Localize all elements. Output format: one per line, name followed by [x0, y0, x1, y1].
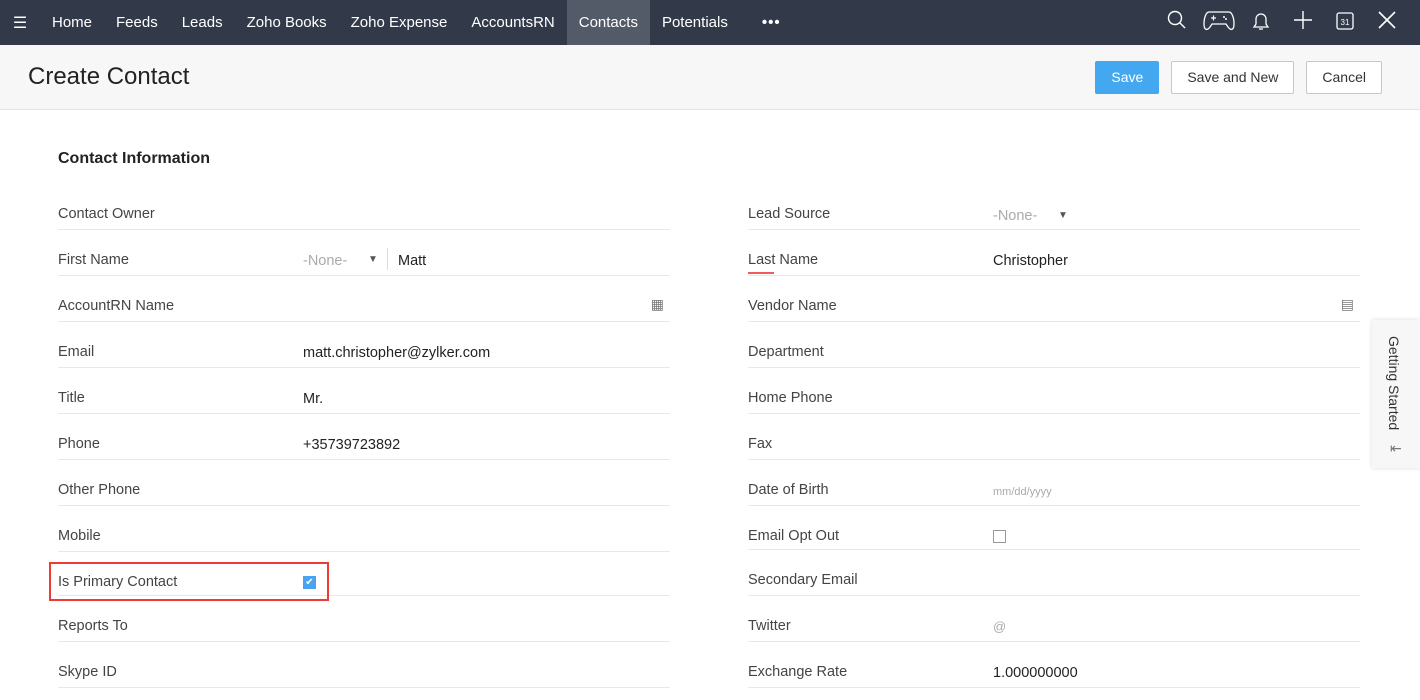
- nav-feeds[interactable]: Feeds: [116, 14, 158, 31]
- field-skype-id[interactable]: Skype ID: [58, 642, 670, 688]
- field-label: Mobile: [58, 528, 101, 544]
- first-name-input[interactable]: Matt: [398, 253, 427, 269]
- cancel-button[interactable]: Cancel: [1306, 60, 1382, 94]
- field-exchange-rate[interactable]: Exchange Rate 1.000000000: [748, 642, 1360, 688]
- field-lead-source[interactable]: Lead Source -None- ▼: [748, 184, 1360, 230]
- divider: [387, 248, 388, 270]
- field-date-of-birth[interactable]: Date of Birth mm/dd/yyyy: [748, 460, 1360, 506]
- nav-accountsrn[interactable]: AccountsRN: [471, 14, 555, 31]
- field-label: Other Phone: [58, 482, 141, 498]
- field-first-name[interactable]: First Name -None- ▼ Matt: [58, 230, 670, 276]
- save-and-new-button[interactable]: Save and New: [1171, 60, 1295, 94]
- field-label: Last Name: [748, 252, 819, 268]
- lead-source-select[interactable]: -None-: [993, 208, 1038, 224]
- svg-text:31: 31: [1341, 18, 1350, 27]
- nav-leads[interactable]: Leads: [181, 14, 223, 31]
- field-label: Fax: [748, 436, 773, 452]
- right-column: Lead Source -None- ▼ Last Name Christopher …: [748, 184, 1360, 688]
- nav-zoho-expense[interactable]: Zoho Expense: [350, 14, 448, 31]
- salutation-select[interactable]: -None-: [303, 253, 348, 269]
- page-title: Create Contact: [28, 63, 190, 90]
- field-twitter[interactable]: Twitter @: [748, 596, 1360, 642]
- field-vendor-name[interactable]: Vendor Name ▤: [748, 276, 1360, 322]
- getting-started-label: Getting Started: [1386, 336, 1402, 431]
- field-reports-to[interactable]: Reports To: [58, 596, 670, 642]
- twitter-input[interactable]: @: [993, 619, 1007, 634]
- field-fax[interactable]: Fax: [748, 414, 1360, 460]
- getting-started-panel[interactable]: Getting Started ⇤: [1372, 320, 1420, 468]
- field-label: Date of Birth: [748, 482, 829, 498]
- nav-zoho-books[interactable]: Zoho Books: [246, 14, 327, 31]
- highlight-box: [49, 562, 329, 601]
- field-label: Secondary Email: [748, 572, 858, 588]
- tools-icon[interactable]: [1366, 10, 1408, 36]
- building-lookup-icon[interactable]: ▦: [650, 296, 664, 312]
- field-phone[interactable]: Phone +35739723892: [58, 414, 670, 460]
- field-label: Twitter: [748, 618, 791, 634]
- field-contact-owner[interactable]: Contact Owner: [58, 184, 670, 230]
- exchange-rate-input[interactable]: 1.000000000: [993, 665, 1078, 681]
- field-accountrn-name[interactable]: AccountRN Name ▦: [58, 276, 670, 322]
- field-label: Contact Owner: [58, 206, 155, 222]
- field-mobile[interactable]: Mobile: [58, 506, 670, 552]
- last-name-input[interactable]: Christopher: [993, 253, 1068, 269]
- vendor-lookup-icon[interactable]: ▤: [1340, 296, 1354, 312]
- field-label: Department: [748, 344, 824, 360]
- field-department[interactable]: Department: [748, 322, 1360, 368]
- save-button[interactable]: Save: [1095, 60, 1160, 94]
- field-title[interactable]: Title Mr.: [58, 368, 670, 414]
- field-label: Reports To: [58, 618, 128, 634]
- field-other-phone[interactable]: Other Phone: [58, 460, 670, 506]
- field-email-opt-out[interactable]: Email Opt Out: [748, 506, 1360, 550]
- nav-potentials[interactable]: Potentials: [661, 14, 728, 31]
- gamepad-icon[interactable]: [1198, 10, 1240, 36]
- collapse-arrow-icon[interactable]: ⇤: [1390, 440, 1402, 456]
- email-opt-out-checkbox[interactable]: [993, 530, 1006, 543]
- calendar-icon[interactable]: 31: [1324, 10, 1366, 36]
- nav-home[interactable]: Home: [52, 14, 93, 31]
- field-label: Title: [58, 390, 85, 406]
- title-input[interactable]: Mr.: [303, 391, 324, 407]
- search-icon[interactable]: [1156, 10, 1198, 36]
- section-title: Contact Information: [58, 150, 210, 167]
- bell-icon[interactable]: [1240, 10, 1282, 36]
- field-label: Exchange Rate: [748, 664, 848, 680]
- field-label: Vendor Name: [748, 298, 837, 314]
- chevron-down-icon[interactable]: ▼: [1058, 210, 1068, 221]
- nav-contacts[interactable]: Contacts: [566, 0, 650, 45]
- page-header: Create Contact Save Save and New Cancel: [0, 45, 1420, 110]
- field-label: First Name: [58, 252, 129, 268]
- field-label: Home Phone: [748, 390, 833, 406]
- mandatory-indicator: [748, 272, 774, 274]
- field-label: Phone: [58, 436, 100, 452]
- field-label: Skype ID: [58, 664, 117, 680]
- field-label: Email: [58, 344, 95, 360]
- field-label: Lead Source: [748, 206, 831, 222]
- more-icon[interactable]: •••: [761, 14, 781, 31]
- top-nav: ☰ Home Feeds Leads Zoho Books Zoho Expen…: [0, 0, 1420, 45]
- field-label: Is Primary Contact: [58, 574, 178, 590]
- plus-icon[interactable]: [1282, 10, 1324, 36]
- field-label: Email Opt Out: [748, 528, 840, 544]
- menu-icon[interactable]: ☰: [12, 14, 28, 32]
- phone-input[interactable]: +35739723892: [303, 437, 401, 453]
- left-column: Contact Owner First Name -None- ▼ Matt A…: [58, 184, 670, 688]
- field-is-primary-contact[interactable]: Is Primary Contact ✔: [58, 552, 670, 596]
- field-email[interactable]: Email matt.christopher@zylker.com: [58, 322, 670, 368]
- field-last-name[interactable]: Last Name Christopher: [748, 230, 1360, 276]
- email-input[interactable]: matt.christopher@zylker.com: [303, 345, 491, 361]
- field-home-phone[interactable]: Home Phone: [748, 368, 1360, 414]
- chevron-down-icon[interactable]: ▼: [368, 254, 378, 265]
- field-label: AccountRN Name: [58, 298, 175, 314]
- field-secondary-email[interactable]: Secondary Email: [748, 550, 1360, 596]
- primary-contact-checkbox[interactable]: ✔: [303, 576, 316, 589]
- date-of-birth-input[interactable]: mm/dd/yyyy: [993, 486, 1052, 498]
